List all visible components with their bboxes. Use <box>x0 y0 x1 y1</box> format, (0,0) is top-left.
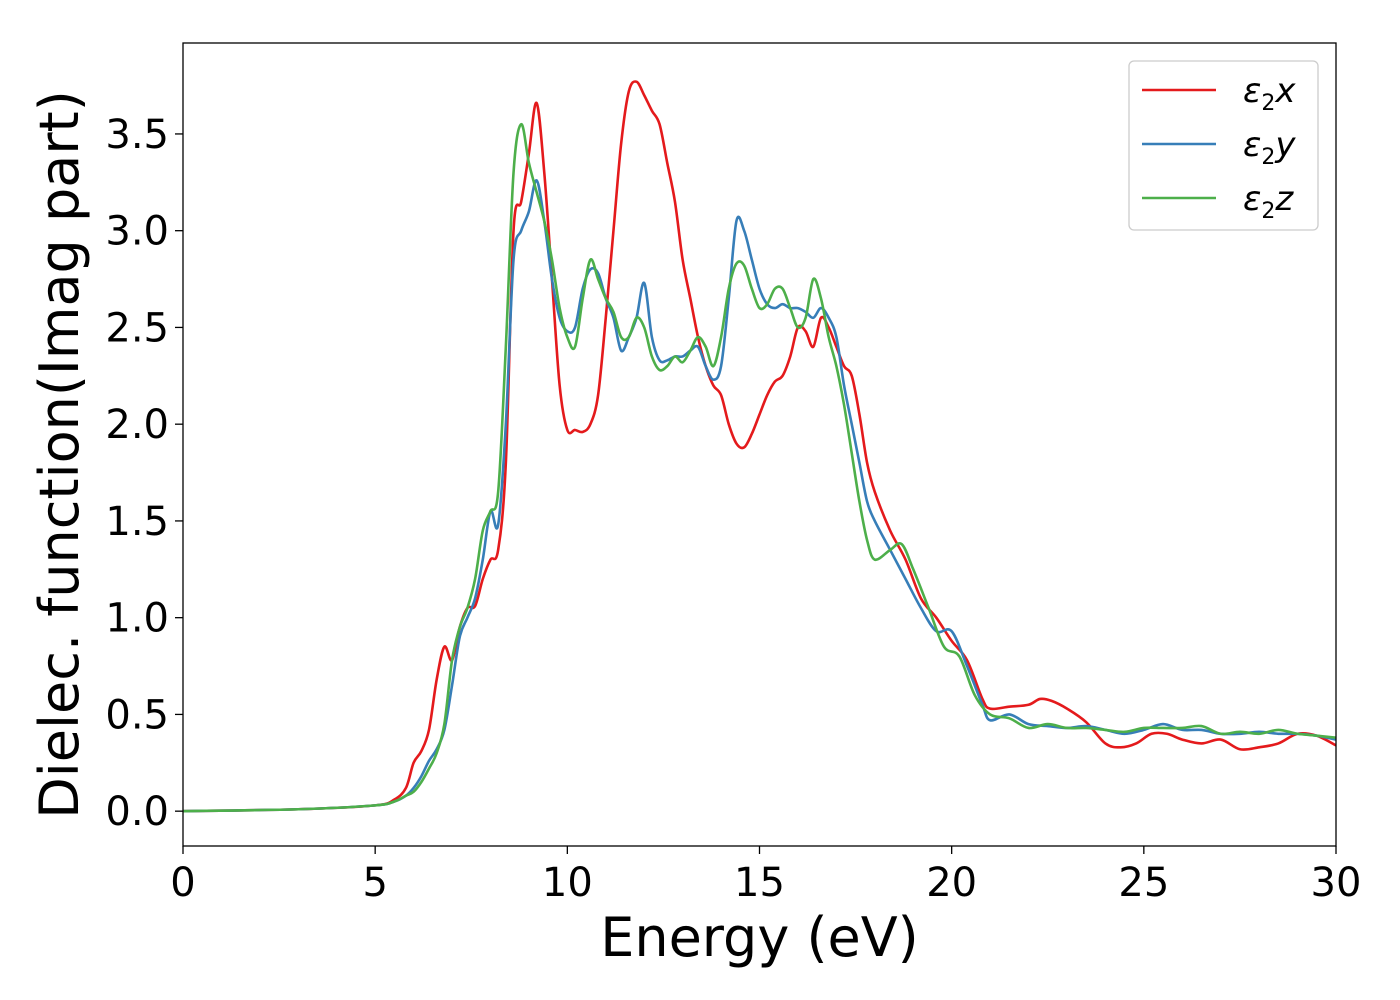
x-axis-title: Energy (eV) <box>600 906 919 969</box>
y-tick-label: 2.0 <box>105 402 169 448</box>
series-line-y <box>183 179 1336 813</box>
y-tick-label: 1.5 <box>105 499 169 545</box>
x-tick-label: 5 <box>362 860 387 906</box>
y-axis: 0.0 0.5 1.0 1.5 2.0 2.5 3.0 3.5 <box>105 112 183 835</box>
y-tick-label: 3.0 <box>105 209 169 255</box>
x-tick-label: 20 <box>926 860 977 906</box>
x-tick-label: 15 <box>734 860 785 906</box>
y-tick-label: 0.5 <box>105 692 169 738</box>
y-axis-title: Dielec. function(Imag part) <box>28 90 91 819</box>
x-tick-label: 10 <box>542 860 593 906</box>
legend-box <box>1128 60 1319 231</box>
y-tick-label: 2.5 <box>105 305 169 351</box>
x-axis: 0 5 10 15 20 25 30 <box>170 846 1361 906</box>
legend-label-y: ε2y <box>1243 125 1296 170</box>
y-tick-label: 1.0 <box>105 596 169 642</box>
legend-label-x: ε2x <box>1243 71 1296 116</box>
x-tick-label: 30 <box>1311 860 1362 906</box>
x-tick-label: 0 <box>170 860 195 906</box>
series-line-z <box>183 122 1336 813</box>
y-tick-label: 0.0 <box>105 789 169 835</box>
y-tick-label: 3.5 <box>105 112 169 158</box>
legend: ε2x ε2y ε2z <box>1128 60 1319 231</box>
x-tick-label: 25 <box>1118 860 1169 906</box>
series-layer <box>183 80 1336 813</box>
series-line-x <box>183 80 1336 813</box>
legend-label-z: ε2z <box>1243 179 1294 224</box>
